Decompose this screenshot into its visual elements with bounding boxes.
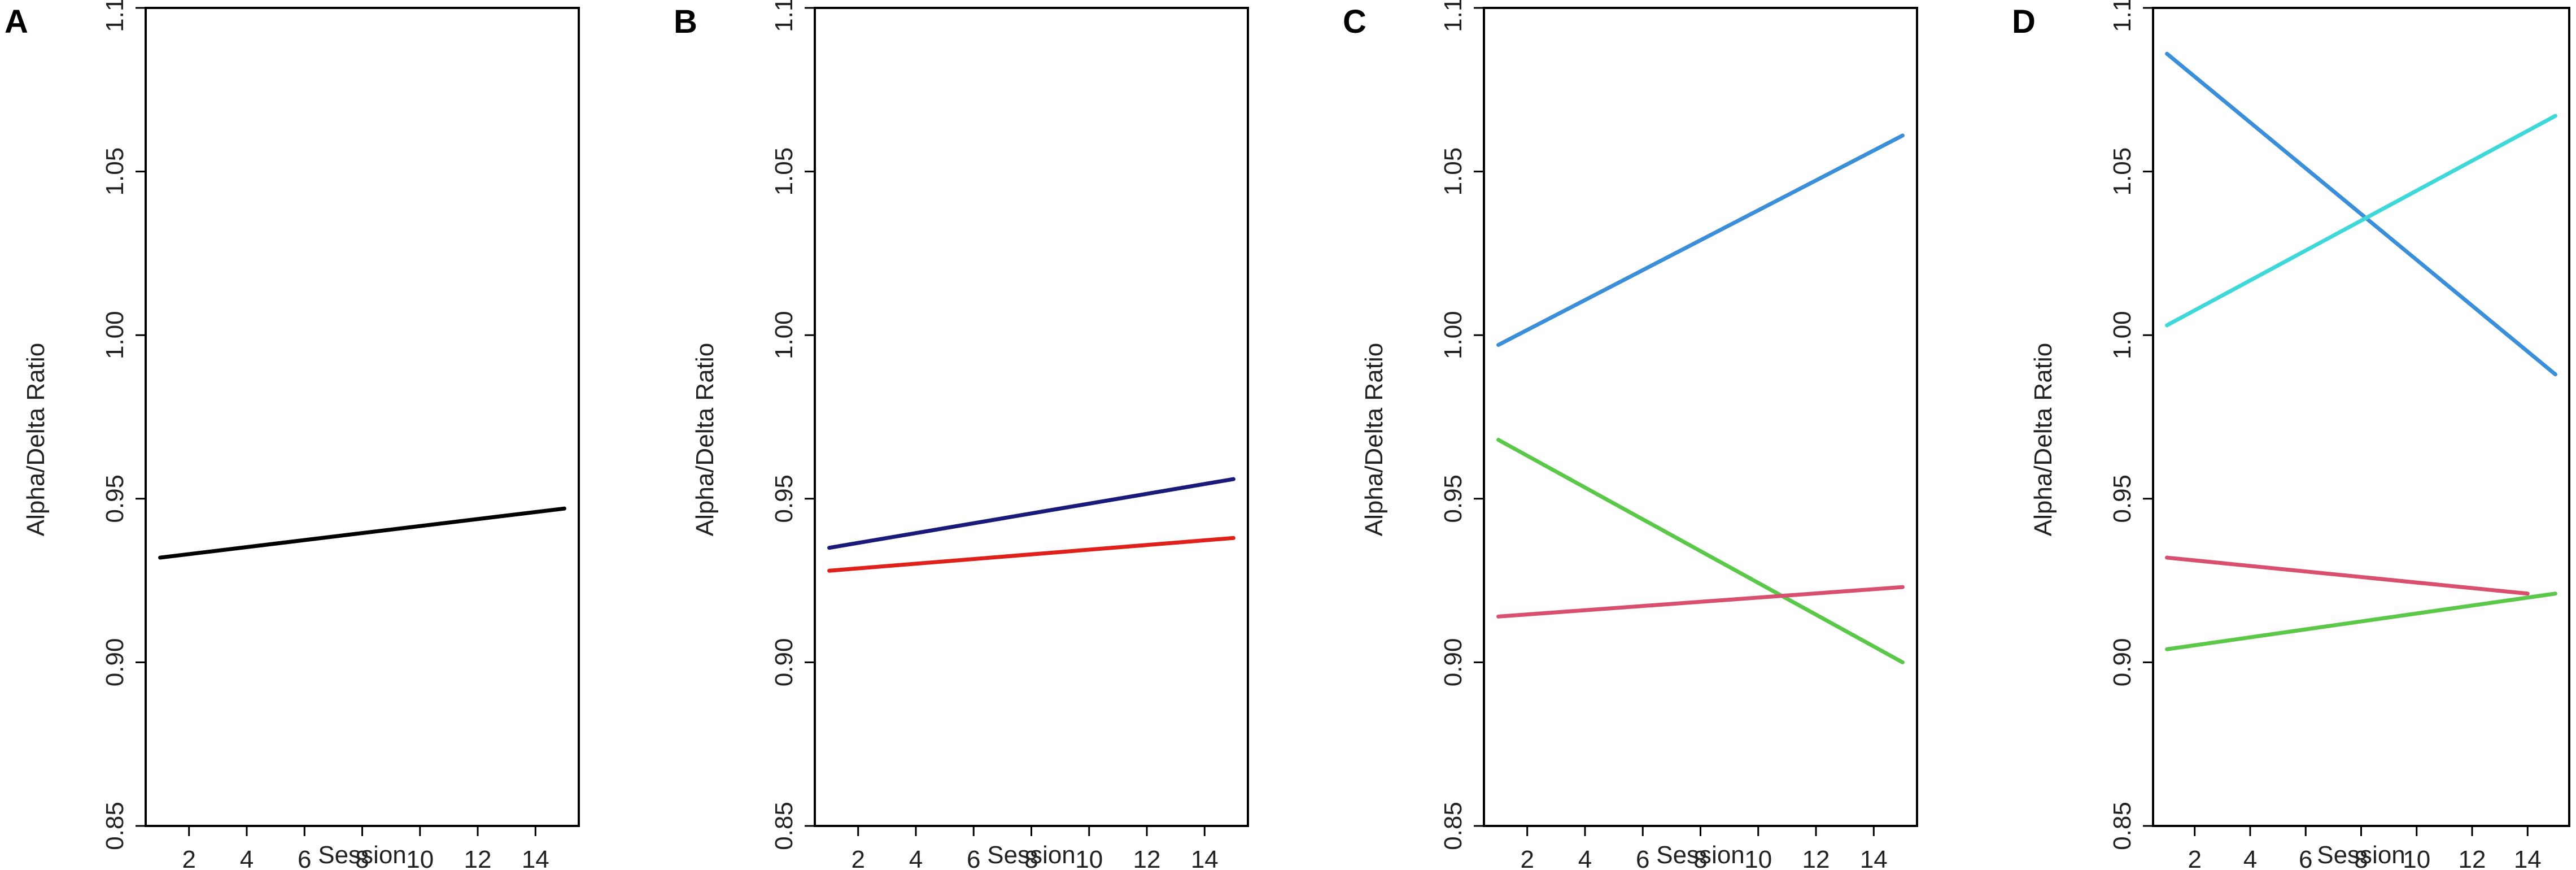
y-tick-label: 1.10 <box>770 0 798 32</box>
series-line-pink <box>1496 585 1905 619</box>
series-line-green <box>1496 438 1905 664</box>
plot-frame <box>814 7 1249 827</box>
x-tick-label: 12 <box>1802 846 1830 870</box>
x-tick-label: 10 <box>406 846 434 870</box>
x-tick-label: 2 <box>851 846 865 870</box>
x-tick-label: 6 <box>1636 846 1649 870</box>
panel-c: C 0.85 0.90 0.95 1.00 1.05 1.10 2 4 6 8 10 12 14 Sessi… <box>1343 0 1918 870</box>
series-line-pink <box>2165 555 2530 596</box>
y-tick-label: 1.05 <box>101 147 129 196</box>
x-tick-label: 14 <box>1191 846 1219 870</box>
x-tick-label: 8 <box>355 846 369 870</box>
y-axis-label: Alpha/Delta Ratio <box>22 343 50 536</box>
series-line-overall <box>158 506 566 560</box>
x-axis-label: Session <box>1656 841 1745 869</box>
x-axis-label: Session <box>318 841 407 869</box>
y-tick-label: 0.95 <box>1439 475 1467 523</box>
panel-letter: D <box>2012 3 2036 40</box>
x-tick-label: 2 <box>2188 846 2201 870</box>
x-tick-label: 8 <box>1693 846 1707 870</box>
x-tick-label: 12 <box>2459 846 2486 870</box>
y-tick-label: 0.95 <box>2108 475 2136 523</box>
x-tick-label: 6 <box>967 846 980 870</box>
y-tick-label: 1.10 <box>1439 0 1467 32</box>
y-tick-label: 0.90 <box>2108 638 2136 687</box>
y-tick-label: 0.85 <box>2108 802 2136 850</box>
y-tick-label: 1.05 <box>1439 147 1467 196</box>
y-tick-label: 1.00 <box>2108 311 2136 359</box>
x-axis-label: Session <box>987 841 1076 869</box>
x-tick-label: 8 <box>2354 846 2368 870</box>
series-line-cyan <box>2165 114 2557 328</box>
y-tick-label: 0.85 <box>1439 802 1467 850</box>
y-tick-label: 1.10 <box>101 0 129 32</box>
panel-b: B 0.85 0.90 0.95 1.00 1.05 1.10 2 4 6 8 10 12 14 Sessi… <box>674 0 1249 870</box>
series-line-red <box>827 536 1235 573</box>
y-tick-label: 0.90 <box>770 638 798 687</box>
x-tick-label: 12 <box>464 846 492 870</box>
y-tick-label: 0.95 <box>101 475 129 523</box>
x-tick-label: 4 <box>909 846 923 870</box>
x-axis-label: Session <box>2317 841 2405 869</box>
x-tick-label: 4 <box>2243 846 2257 870</box>
y-axis-label: Alpha/Delta Ratio <box>1360 343 1388 536</box>
series-line-green <box>2165 591 2557 651</box>
series-line-blue <box>2165 51 2557 377</box>
plot-frame <box>2152 7 2570 827</box>
plot-frame <box>145 7 580 827</box>
x-tick-label: 12 <box>1133 846 1161 870</box>
x-tick-label: 10 <box>2403 846 2430 870</box>
panel-a: A 0.85 0.90 0.95 1.00 1.05 1.10 2 4 6 8 10 12 14 Sessi… <box>5 0 580 870</box>
panel-letter: C <box>1343 3 1366 40</box>
series-line-navy <box>827 477 1235 550</box>
x-tick-label: 2 <box>182 846 195 870</box>
panel-letter: B <box>674 3 697 40</box>
y-axis-label: Alpha/Delta Ratio <box>2029 343 2057 536</box>
x-tick-label: 10 <box>1744 846 1772 870</box>
x-tick-label: 14 <box>2514 846 2542 870</box>
x-tick-label: 6 <box>2299 846 2312 870</box>
y-tick-label: 1.00 <box>1439 311 1467 359</box>
y-tick-label: 1.00 <box>101 311 129 359</box>
y-tick-label: 1.05 <box>2108 147 2136 196</box>
y-tick-label: 0.85 <box>101 802 129 850</box>
y-tick-label: 0.90 <box>1439 638 1467 687</box>
x-tick-label: 2 <box>1520 846 1534 870</box>
y-tick-label: 0.95 <box>770 475 798 523</box>
panel-letter: A <box>5 3 28 40</box>
plot-frame <box>1483 7 1918 827</box>
y-tick-label: 0.90 <box>101 638 129 687</box>
y-tick-label: 1.05 <box>770 147 798 196</box>
x-tick-label: 8 <box>1024 846 1038 870</box>
x-tick-label: 14 <box>1860 846 1888 870</box>
x-tick-label: 10 <box>1075 846 1103 870</box>
x-tick-label: 4 <box>240 846 254 870</box>
x-tick-label: 6 <box>298 846 311 870</box>
x-tick-label: 4 <box>1578 846 1592 870</box>
y-tick-label: 0.85 <box>770 802 798 850</box>
y-axis-label: Alpha/Delta Ratio <box>691 343 719 536</box>
y-tick-label: 1.10 <box>2108 0 2136 32</box>
y-tick-label: 1.00 <box>770 311 798 359</box>
x-tick-label: 14 <box>522 846 549 870</box>
series-line-blue <box>1496 133 1905 347</box>
panel-d: D 0.85 0.90 0.95 1.00 1.05 1.10 2 4 6 8 10 12 14 Sessi… <box>2012 0 2570 870</box>
